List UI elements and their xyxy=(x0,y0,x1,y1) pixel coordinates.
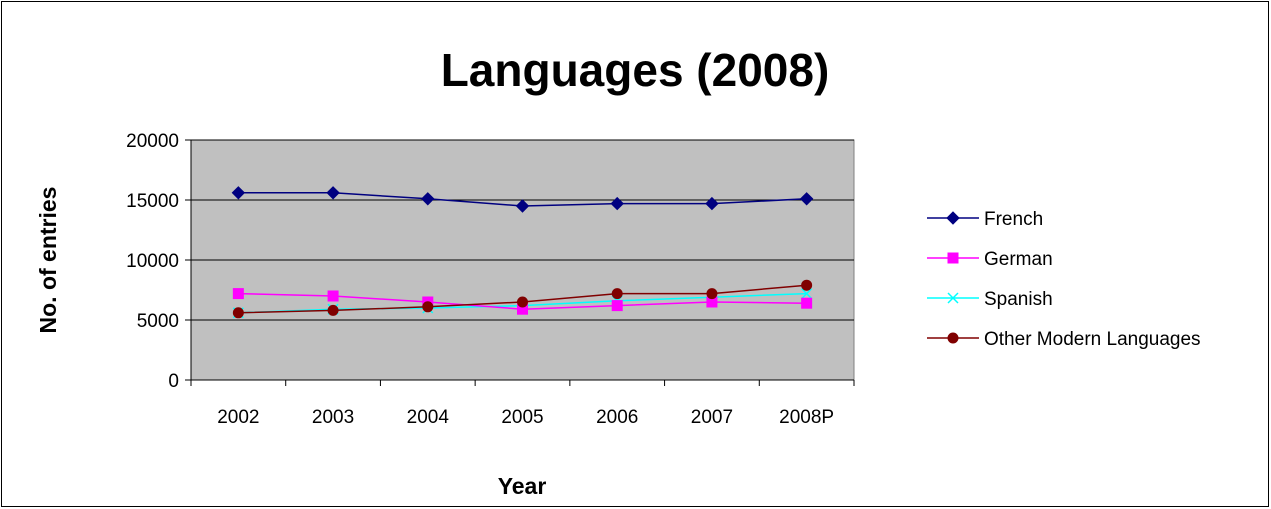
marker-diamond-point xyxy=(515,199,530,213)
y-tick-label: 5000 xyxy=(137,311,179,332)
marker-diamond-point xyxy=(326,186,340,200)
legend-label: Spanish xyxy=(984,289,1053,310)
marker-square-point xyxy=(232,288,244,300)
marker-diamond-point xyxy=(705,196,719,211)
legend-label: German xyxy=(984,249,1053,270)
legend: French German Spanish Other Modern Language… xyxy=(927,209,1201,350)
marker-circle-point xyxy=(327,304,339,316)
legend-item: French xyxy=(927,209,1043,230)
marker-diamond-point xyxy=(421,192,435,206)
marker-x-legend xyxy=(947,292,959,304)
x-tick-label: 2004 xyxy=(407,407,450,428)
legend-item: German xyxy=(927,249,1053,270)
y-tick-label: 15000 xyxy=(126,191,179,212)
y-tick-label: 10000 xyxy=(126,251,179,272)
marker-circle-legend xyxy=(947,332,959,344)
x-axis-ticks: 2002 2003 2004 2005 2006 2007 2008P xyxy=(190,380,855,428)
marker-circle-point xyxy=(517,296,528,308)
x-axis-title: Year xyxy=(498,473,547,499)
series-french xyxy=(231,186,814,213)
marker-circle-point xyxy=(232,307,244,319)
x-tick-label: 2003 xyxy=(312,407,354,428)
x-tick-label: 2002 xyxy=(217,407,259,428)
y-axis-title: No. of entries xyxy=(35,187,61,334)
legend-item: Spanish xyxy=(927,289,1053,310)
y-tick-label: 0 xyxy=(168,371,179,392)
marker-square-legend xyxy=(947,252,959,264)
marker-square-point xyxy=(611,300,623,312)
marker-diamond-point xyxy=(231,186,246,200)
marker-circle-point xyxy=(801,279,813,291)
x-tick-label: 2005 xyxy=(501,407,543,428)
marker-circle-point xyxy=(706,288,718,300)
marker-square-point xyxy=(327,290,339,302)
series-group xyxy=(231,186,814,319)
marker-diamond-point xyxy=(799,192,814,206)
series-other-modern-languages xyxy=(232,279,813,319)
marker-diamond-point xyxy=(610,196,624,211)
chart-title: Languages (2008) xyxy=(441,44,830,96)
legend-label: Other Modern Languages xyxy=(984,329,1201,350)
series-german xyxy=(232,288,813,315)
marker-x-point xyxy=(801,288,813,300)
marker-square-point xyxy=(801,297,813,309)
y-tick-label: 20000 xyxy=(126,131,179,152)
y-axis-ticks: 0 5000 10000 15000 20000 xyxy=(126,131,191,392)
marker-diamond-legend xyxy=(946,211,960,225)
marker-circle-point xyxy=(611,288,623,300)
legend-label: French xyxy=(984,209,1043,230)
x-tick-label: 2008P xyxy=(779,407,834,428)
marker-circle-point xyxy=(422,301,434,313)
x-tick-label: 2006 xyxy=(596,407,638,428)
x-tick-label: 2007 xyxy=(691,407,733,428)
legend-item: Other Modern Languages xyxy=(927,329,1201,350)
